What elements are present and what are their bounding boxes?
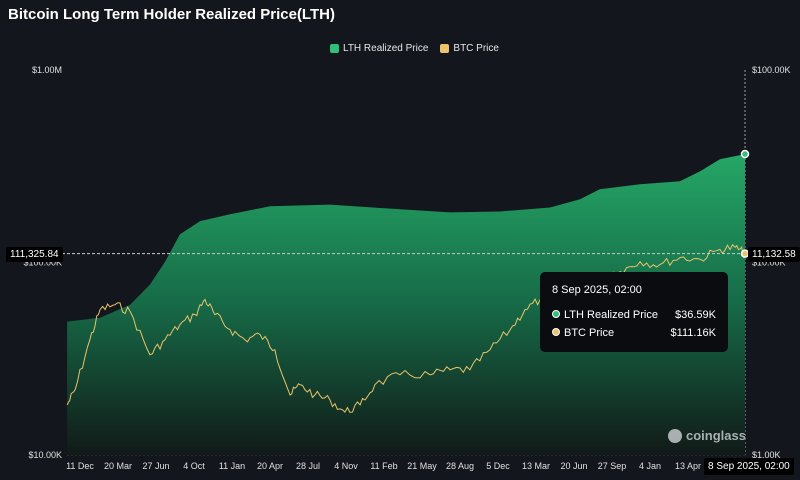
tooltip-row-btc: BTC Price $111.16K <box>552 327 716 339</box>
right-axis-tick-label: $1.00K <box>752 450 781 460</box>
x-axis-tick-label: 27 Jun <box>142 461 169 471</box>
lth-hover-point <box>740 149 750 159</box>
right-axis-tick-label: $100.00K <box>752 65 791 75</box>
btc-dot-icon <box>552 328 560 336</box>
left-axis-tick-label: $1.00M <box>32 65 62 75</box>
tooltip-row-lth: LTH Realized Price $36.59K <box>552 309 716 321</box>
left-axis-tick-label: $100.00K <box>23 258 62 268</box>
x-axis-tick-label: 20 Jun <box>560 461 587 471</box>
chart-title: Bitcoin Long Term Holder Realized Price(… <box>8 6 335 23</box>
right-axis-tick-label: $10.00K <box>752 258 786 268</box>
watermark-text: coinglass <box>686 428 746 443</box>
x-axis-tick-label: 4 Oct <box>183 461 205 471</box>
x-axis-tick-label: 28 Jul <box>296 461 320 471</box>
legend-lth[interactable]: LTH Realized Price <box>330 43 428 54</box>
x-axis-tick-label: 13 Mar <box>522 461 550 471</box>
x-axis-tick-label: 13 Apr <box>675 461 701 471</box>
x-axis-tick-label: 5 Dec <box>486 461 510 471</box>
tooltip-date: 8 Sep 2025, 02:00 <box>552 284 642 296</box>
x-axis-tick-label: 11 Dec <box>66 461 94 471</box>
legend: LTH Realized Price BTC Price <box>330 43 499 54</box>
legend-lth-label: LTH Realized Price <box>343 43 429 54</box>
legend-lth-swatch <box>330 44 339 53</box>
x-axis-tick-label: 11 Jan <box>219 461 245 471</box>
x-axis-tick-label: 28 Aug <box>446 461 474 471</box>
coinglass-watermark: coinglass <box>668 428 746 443</box>
x-axis-tick-label: 20 Apr <box>257 461 283 471</box>
tooltip: 8 Sep 2025, 02:00 LTH Realized Price $36… <box>540 272 728 352</box>
tooltip-btc-label: BTC Price <box>564 327 615 339</box>
x-axis-tick-label: 11 Feb <box>370 461 397 471</box>
x-axis-tick-label: 27 Sep <box>598 461 627 471</box>
tooltip-lth-label: LTH Realized Price <box>564 309 658 321</box>
left-axis-tick-label: $10.00K <box>28 450 62 460</box>
legend-btc[interactable]: BTC Price <box>440 43 499 54</box>
legend-btc-label: BTC Price <box>453 43 499 54</box>
x-axis-tick-label: 21 May <box>407 461 437 471</box>
x-axis-tick-label: 4 Jan <box>639 461 661 471</box>
tooltip-lth-value: $36.59K <box>675 309 716 321</box>
tooltip-btc-value: $111.16K <box>670 327 716 339</box>
lth-dot-icon <box>552 310 560 318</box>
legend-btc-swatch <box>440 44 450 53</box>
crosshair-right-value: 11,132.58 <box>748 247 800 262</box>
x-axis-tick-label: 4 Nov <box>334 461 358 471</box>
crosshair-date: 8 Sep 2025, 02:00 <box>704 458 794 475</box>
lth-realized-price-area <box>67 154 745 455</box>
coinglass-logo-icon <box>668 428 682 443</box>
crosshair-left-value: 111,325.84 <box>6 247 63 262</box>
x-axis-tick-label: 20 Mar <box>104 461 132 471</box>
